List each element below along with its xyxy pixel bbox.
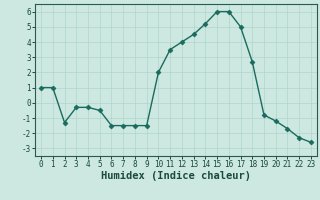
X-axis label: Humidex (Indice chaleur): Humidex (Indice chaleur) (101, 171, 251, 181)
